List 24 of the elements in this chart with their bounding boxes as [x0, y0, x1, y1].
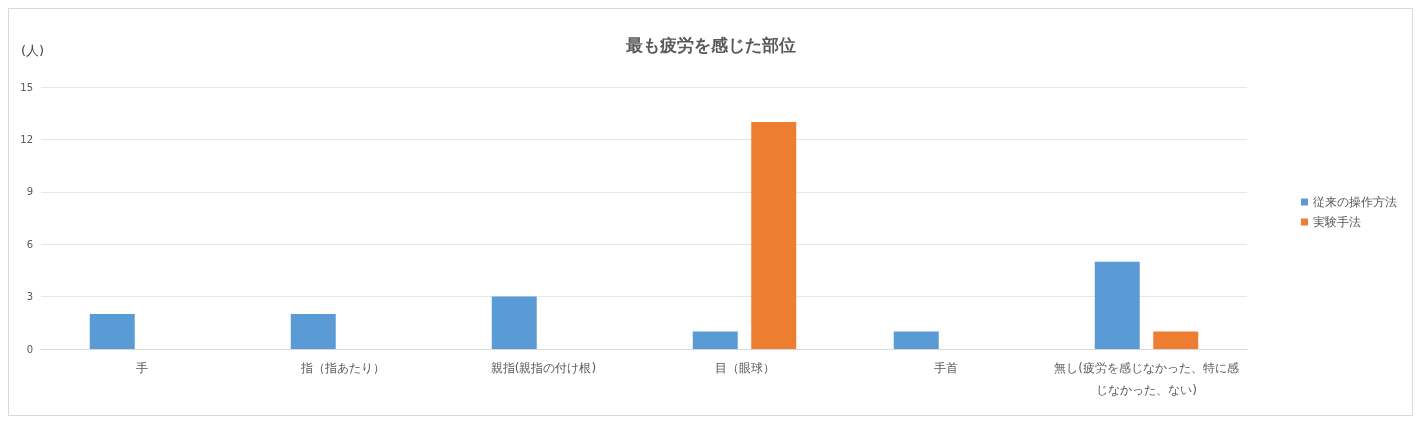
bar: [290, 314, 336, 349]
x-tick-label: 無し(疲労を感じなかった、特に感じなかった、ない): [1054, 361, 1239, 397]
bar: [893, 331, 939, 349]
x-tick-label: 手首: [933, 361, 958, 375]
bar: [1153, 331, 1199, 349]
y-tick-label: 3: [26, 291, 33, 303]
x-tick-label: 指（指あたり）: [299, 361, 385, 375]
bar: [491, 296, 537, 349]
y-tick-label: 6: [26, 238, 33, 250]
y-tick-label: 9: [26, 186, 33, 198]
bar: [89, 314, 135, 349]
y-axis-title: (人): [21, 43, 45, 58]
x-tick-label: 手: [135, 361, 148, 375]
bar: [692, 331, 738, 349]
legend-label: 従来の操作方法: [1313, 195, 1397, 209]
legend-label: 実験手法: [1313, 215, 1361, 229]
y-tick-label: 0: [26, 343, 33, 355]
bar: [1094, 261, 1140, 349]
bar: [751, 121, 797, 349]
y-tick-label: 12: [20, 133, 33, 145]
x-tick-label: 目（眼球）: [714, 361, 775, 375]
y-tick-label: 15: [20, 81, 33, 93]
x-tick-label: 親指(親指の付け根): [490, 361, 597, 375]
chart-title: 最も疲労を感じた部位: [624, 34, 796, 55]
